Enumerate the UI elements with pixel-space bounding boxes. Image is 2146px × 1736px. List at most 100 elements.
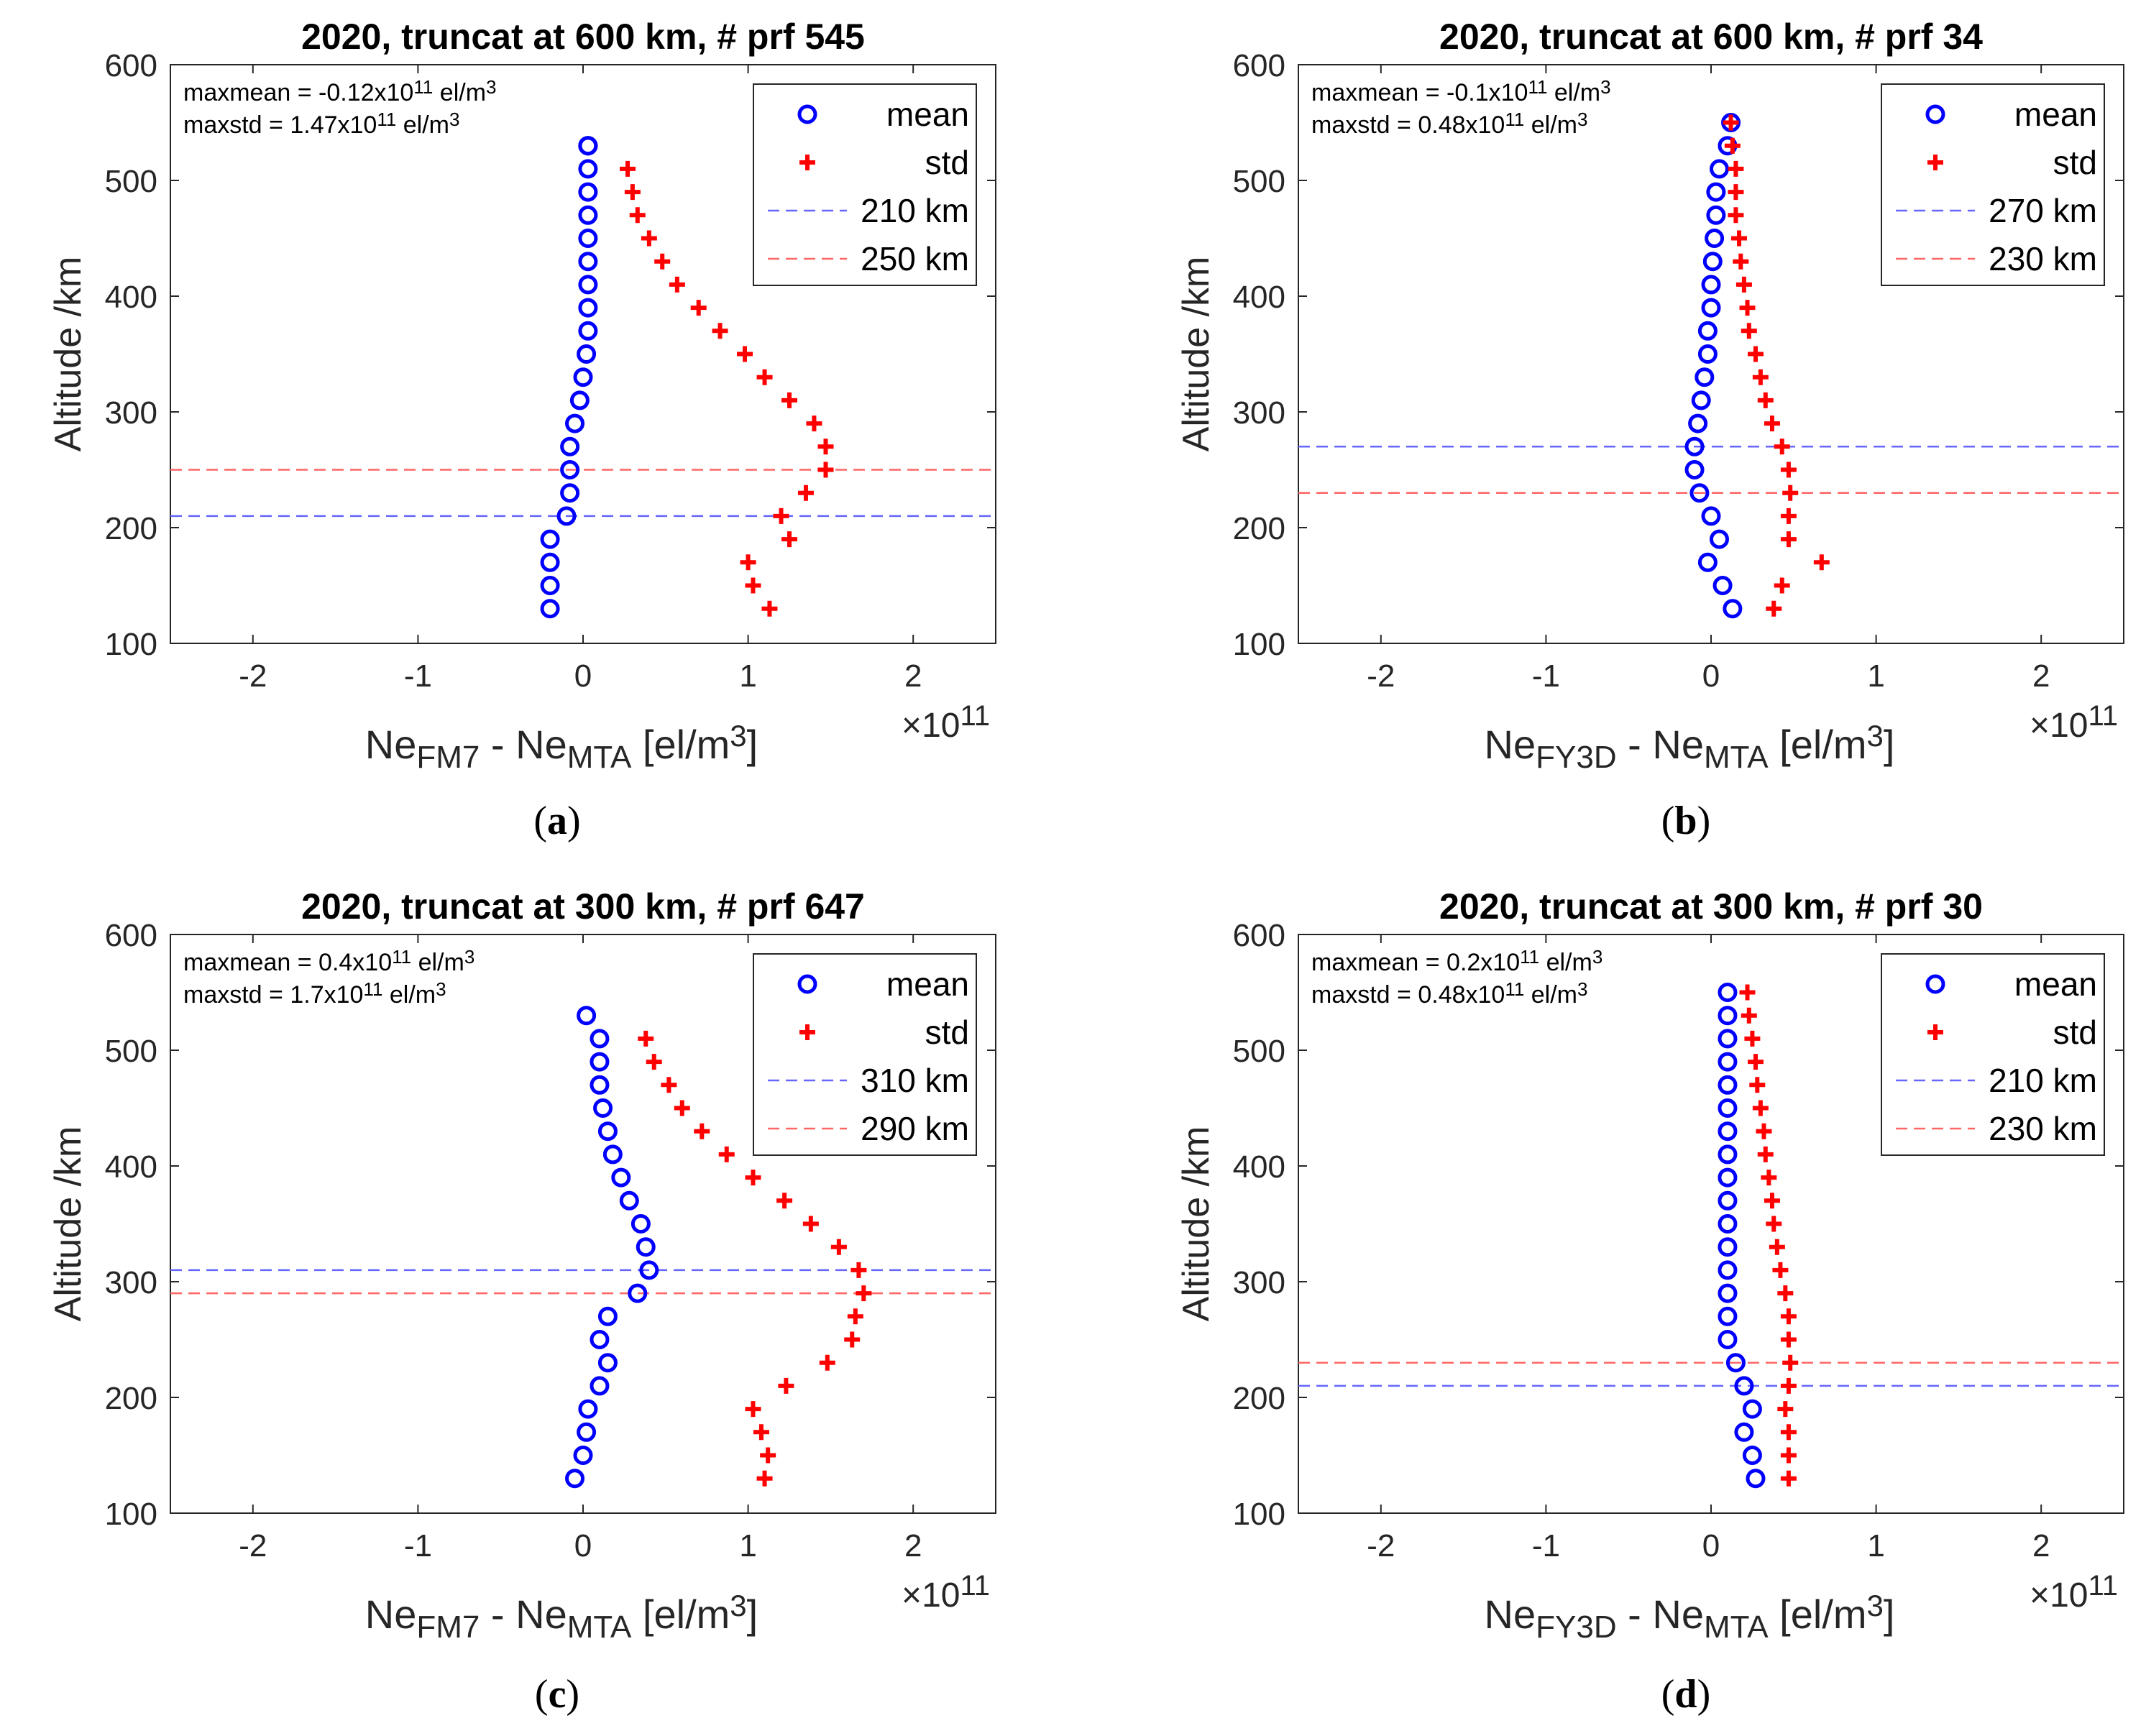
chart-title: 2020, truncat at 300 km, # prf 647	[301, 886, 865, 927]
std-point	[1724, 137, 1741, 154]
std-point	[1780, 508, 1797, 524]
x-label-part: Ne	[1485, 722, 1536, 767]
x-exponent-base: ×10	[902, 1576, 960, 1615]
x-label-part: Ne	[365, 1592, 417, 1637]
mean-point	[573, 367, 593, 387]
std-point	[1757, 1146, 1774, 1162]
annotation-text: el/m	[433, 79, 486, 106]
chart-panel-1: -2 -1 0 1 2 100 200 300 400 500 600 2020, truncat a…	[47, 17, 996, 843]
mean-point	[590, 1376, 610, 1396]
y-tick-label: 300	[1233, 395, 1285, 431]
std-point	[1739, 300, 1756, 316]
chart-panel-4: -2 -1 0 1 2 100 200 300 400 500 600 2020, truncat a…	[1175, 886, 2124, 1717]
std-point	[817, 461, 834, 478]
legend-label: 210 km	[1989, 1062, 2097, 1099]
std-point	[1723, 114, 1739, 131]
mean-point	[1718, 1098, 1738, 1118]
mean-point	[1718, 1121, 1738, 1142]
std-point	[1777, 1401, 1794, 1418]
std-point	[1780, 1447, 1797, 1464]
y-axis-label: Altitude /km	[1175, 1126, 1217, 1322]
mean-point	[1706, 205, 1726, 225]
x-axis-label: NeFY3D - NeMTA [el/m3]	[1485, 719, 1895, 775]
std-point	[1741, 323, 1757, 339]
std-point	[661, 1077, 677, 1093]
mean-point	[560, 460, 580, 479]
mean-point	[577, 344, 597, 364]
std-point	[1769, 1239, 1785, 1255]
annotation-line: maxmean = 0.4x1011 el/m3	[183, 946, 474, 976]
std-point	[1757, 392, 1774, 408]
mean-point	[1688, 413, 1708, 433]
annotation-text: el/m	[1524, 111, 1577, 139]
y-tick-label: 600	[105, 918, 157, 953]
mean-point	[577, 1422, 597, 1442]
legend-std-marker	[1927, 155, 1943, 170]
mean-point	[1705, 229, 1725, 248]
caption-paren: (	[1661, 1672, 1675, 1717]
std-point	[1780, 1308, 1797, 1325]
x-label-sup: 3	[1867, 1589, 1884, 1622]
x-tick-label: 1	[1867, 1528, 1884, 1563]
mean-point	[1718, 1006, 1738, 1026]
mean-point	[540, 599, 560, 619]
std-point	[624, 184, 641, 201]
mean-point	[578, 1399, 598, 1419]
legend-label: std	[2053, 144, 2097, 181]
annotation-text: el/m	[1524, 981, 1577, 1009]
x-label-part: - Ne	[480, 1592, 567, 1637]
caption-paren: )	[1697, 799, 1711, 843]
std-point	[674, 1100, 690, 1116]
mean-point	[556, 506, 577, 526]
annotation-sup: 11	[1505, 978, 1524, 1000]
x-label-part: [el/m	[631, 1592, 730, 1637]
legend-label: mean	[2014, 96, 2097, 133]
annotation-text: maxmean = -0.1x10	[1311, 79, 1528, 106]
mean-point	[577, 1006, 597, 1026]
mean-point	[597, 1353, 618, 1373]
x-tick-label: 0	[574, 1528, 592, 1563]
legend-label: mean	[2014, 965, 2097, 1003]
y-tick-label: 600	[1233, 48, 1285, 83]
std-point	[629, 207, 646, 224]
std-point	[737, 346, 753, 362]
std-point	[1741, 1007, 1757, 1024]
legend-label: mean	[886, 96, 969, 133]
std-point	[1780, 1331, 1797, 1348]
std-point	[802, 1216, 819, 1232]
annotation-sup: 11	[363, 978, 382, 1000]
legend-label: 310 km	[861, 1062, 969, 1099]
mean-point	[590, 1029, 610, 1049]
caption-letter: c	[549, 1672, 567, 1717]
mean-point	[1718, 1306, 1738, 1326]
y-tick-label: 500	[1233, 164, 1285, 199]
annotation-text: maxmean = 0.2x10	[1311, 949, 1520, 976]
std-point	[690, 300, 707, 316]
x-tick-label: 2	[2032, 1528, 2050, 1563]
x-exponent-power: 11	[2088, 1570, 2118, 1602]
x-label-sub: FM7	[416, 1609, 480, 1645]
annotation-line: maxmean = 0.2x1011 el/m3	[1311, 946, 1602, 976]
legend: mean std 210 km 250 km	[753, 83, 977, 286]
std-point	[1766, 600, 1782, 617]
x-exponent-power: 11	[2088, 700, 2118, 732]
caption-letter: b	[1674, 799, 1697, 843]
std-point	[712, 323, 728, 339]
mean-point	[578, 205, 598, 225]
x-tick-label: 1	[739, 658, 756, 694]
annotation-sup: 3	[436, 978, 446, 1000]
x-label-part: Ne	[365, 722, 417, 767]
chart-title: 2020, truncat at 600 km, # prf 34	[1439, 17, 1983, 57]
mean-point	[1689, 483, 1710, 503]
y-tick-label: 100	[105, 627, 157, 662]
x-tick-label: -2	[239, 1528, 267, 1563]
std-point	[850, 1262, 867, 1278]
annotation-text: el/m	[396, 111, 449, 139]
annotation-sup: 3	[464, 946, 474, 968]
std-point	[819, 1354, 835, 1371]
annotation-line: maxstd = 0.48x1011 el/m3	[1311, 109, 1587, 139]
x-axis-exponent: ×1011	[902, 700, 990, 745]
mean-point	[578, 159, 598, 179]
mean-point	[1718, 1283, 1738, 1303]
